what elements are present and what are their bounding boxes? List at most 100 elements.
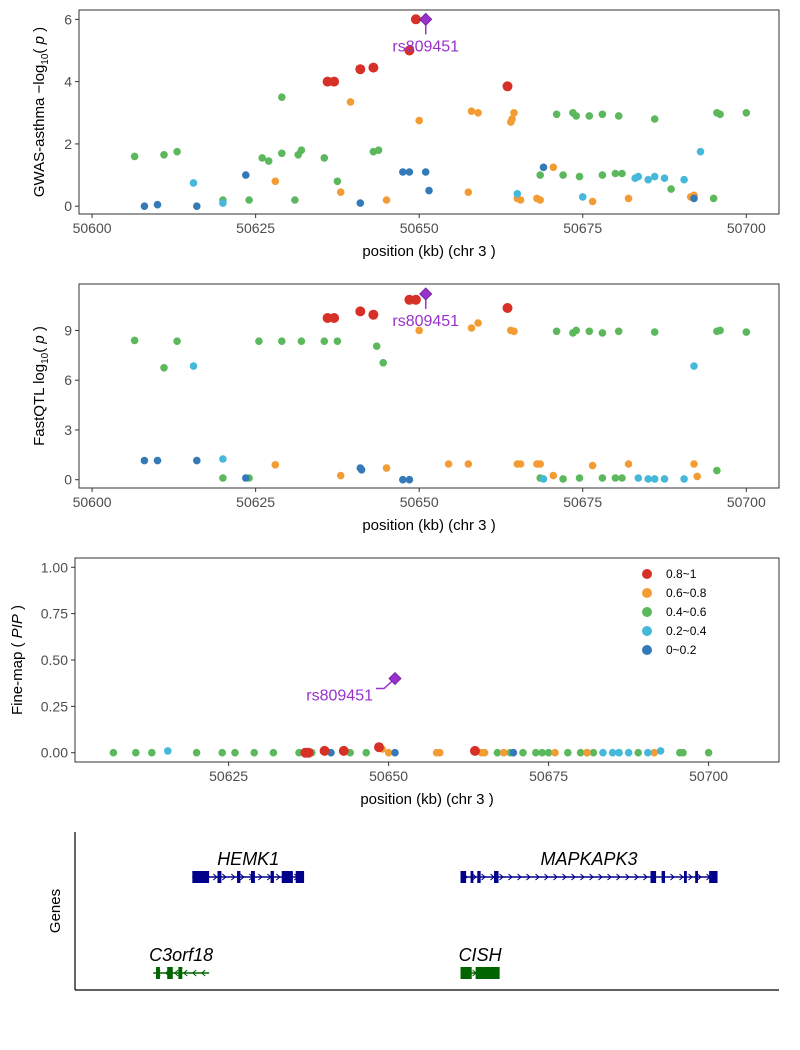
strand-arrow xyxy=(490,873,495,881)
gene-exon xyxy=(477,871,481,883)
gwas-snp-point xyxy=(405,168,414,176)
gwas-lead-label: rs809451 xyxy=(392,38,459,55)
gene-name-label: CISH xyxy=(459,945,503,965)
gwas-snp-point xyxy=(189,179,198,187)
finemap-snp-point xyxy=(509,748,518,757)
gwas-points xyxy=(130,14,751,210)
fastqtl-x-tick-label: 50625 xyxy=(236,494,275,510)
gene-exon xyxy=(475,967,500,979)
gwas-snp-point xyxy=(467,107,476,115)
gwas-x-tick-label: 50625 xyxy=(236,220,275,236)
gene-cish: CISH xyxy=(459,945,503,979)
gene-exon xyxy=(281,871,293,883)
fastqtl-snp-point xyxy=(680,475,688,483)
finemap-snp-point xyxy=(480,748,489,757)
fastqtl-snp-point xyxy=(536,460,544,468)
finemap-snp-point xyxy=(538,748,546,757)
gwas-snp-point xyxy=(690,194,698,203)
fastqtl-snp-point xyxy=(333,337,342,346)
strand-arrow xyxy=(535,873,540,881)
legend-label: 0~0.2 xyxy=(666,643,697,657)
fastqtl-snp-point xyxy=(539,475,548,483)
finemap-snp-point xyxy=(384,748,393,757)
gwas-snp-point xyxy=(464,188,473,196)
gwas-snp-point xyxy=(667,185,675,193)
fastqtl-snp-point xyxy=(160,364,168,372)
finemap-x-tick-label: 50650 xyxy=(369,768,408,784)
fastqtl-snp-point xyxy=(368,309,379,320)
strand-arrow xyxy=(239,873,245,881)
gwas-snp-point xyxy=(320,154,329,162)
finemap-snp-point xyxy=(634,748,642,757)
fastqtl-snp-point xyxy=(219,455,227,463)
legend-label: 0.4~0.6 xyxy=(666,605,707,619)
finemap-snp-point xyxy=(231,748,239,757)
gwas-snp-point xyxy=(130,152,139,161)
fastqtl-snp-point xyxy=(611,474,620,482)
gwas-lead-snp: rs809451 xyxy=(392,12,459,55)
gene-exon xyxy=(270,871,274,883)
fastqtl-x-label: position (kb) (chr 3 ) xyxy=(362,517,495,534)
finemap-snp-point xyxy=(493,748,502,757)
fastqtl-snp-point xyxy=(575,474,584,482)
gwas-snp-point xyxy=(333,177,342,186)
finemap-snp-point xyxy=(218,748,226,757)
gene-exon xyxy=(237,871,241,883)
fastqtl-snp-point xyxy=(598,474,607,482)
gene-name-label: MAPKAPK3 xyxy=(541,849,638,869)
finemap-snp-point xyxy=(362,748,371,757)
strand-arrow xyxy=(589,873,594,881)
gwas-snp-point xyxy=(588,197,597,206)
fastqtl-snp-point xyxy=(444,460,453,468)
finemap-lead-label: rs809451 xyxy=(306,688,373,705)
strand-arrow xyxy=(481,873,486,881)
finemap-snp-point xyxy=(148,748,156,757)
gwas-snp-point xyxy=(644,175,652,184)
finemap-snp-point xyxy=(564,748,572,757)
fastqtl-snp-point xyxy=(467,324,476,332)
legend-key xyxy=(642,588,652,598)
gwas-snp-point xyxy=(153,200,162,209)
gwas-snp-point xyxy=(346,98,355,106)
fastqtl-snp-point xyxy=(693,472,701,481)
gene-c3orf18: C3orf18 xyxy=(149,945,213,979)
legend-label: 0.8~1 xyxy=(666,567,697,581)
fastqtl-snp-point xyxy=(271,461,280,469)
gwas-y-ticks: 0 2 4 6 xyxy=(64,11,79,214)
fastqtl-snp-point xyxy=(644,475,652,483)
finemap-panel: 50625 50650 50675 50700 0.00 0.25 0.50 0.75 1.0… xyxy=(9,557,780,808)
gwas-x-tick-label: 50700 xyxy=(727,220,766,236)
legend-key xyxy=(642,626,652,636)
strand-arrow xyxy=(499,873,504,881)
fastqtl-snp-point xyxy=(572,326,580,335)
gwas-y-tick-label: 0 xyxy=(64,198,72,214)
fastqtl-snp-point xyxy=(140,456,149,465)
finemap-snp-point xyxy=(532,748,540,757)
finemap-plot-frame xyxy=(74,557,780,763)
strand-arrow xyxy=(598,873,603,881)
legend-key xyxy=(642,569,652,579)
fastqtl-snp-point xyxy=(650,328,659,336)
gwas-snp-point xyxy=(680,175,688,184)
strand-arrow xyxy=(679,873,684,881)
gwas-snp-point xyxy=(173,147,181,156)
fastqtl-x-tick-label: 50700 xyxy=(727,494,766,510)
finemap-snp-point xyxy=(470,745,480,756)
gwas-snp-point xyxy=(404,45,415,56)
legend-label: 0.2~0.4 xyxy=(666,624,707,638)
gene-exon xyxy=(192,871,210,883)
fastqtl-lead-diamond xyxy=(419,287,433,301)
fastqtl-snp-point xyxy=(357,466,366,474)
finemap-snp-point xyxy=(192,748,201,757)
strand-arrow xyxy=(200,969,206,977)
fastqtl-snp-point xyxy=(320,337,329,346)
gwas-x-tick-label: 50650 xyxy=(400,220,439,236)
fastqtl-snp-point xyxy=(742,328,751,336)
gene-tracks: HEMK1 MAPKAPK3 C3orf18 CISH xyxy=(149,849,718,979)
finemap-snp-point xyxy=(599,748,607,757)
strand-arrow xyxy=(607,873,612,881)
finemap-x-label: position (kb) (chr 3 ) xyxy=(360,791,493,808)
gwas-snp-point xyxy=(614,112,623,120)
finemap-lead-connector xyxy=(376,677,396,690)
